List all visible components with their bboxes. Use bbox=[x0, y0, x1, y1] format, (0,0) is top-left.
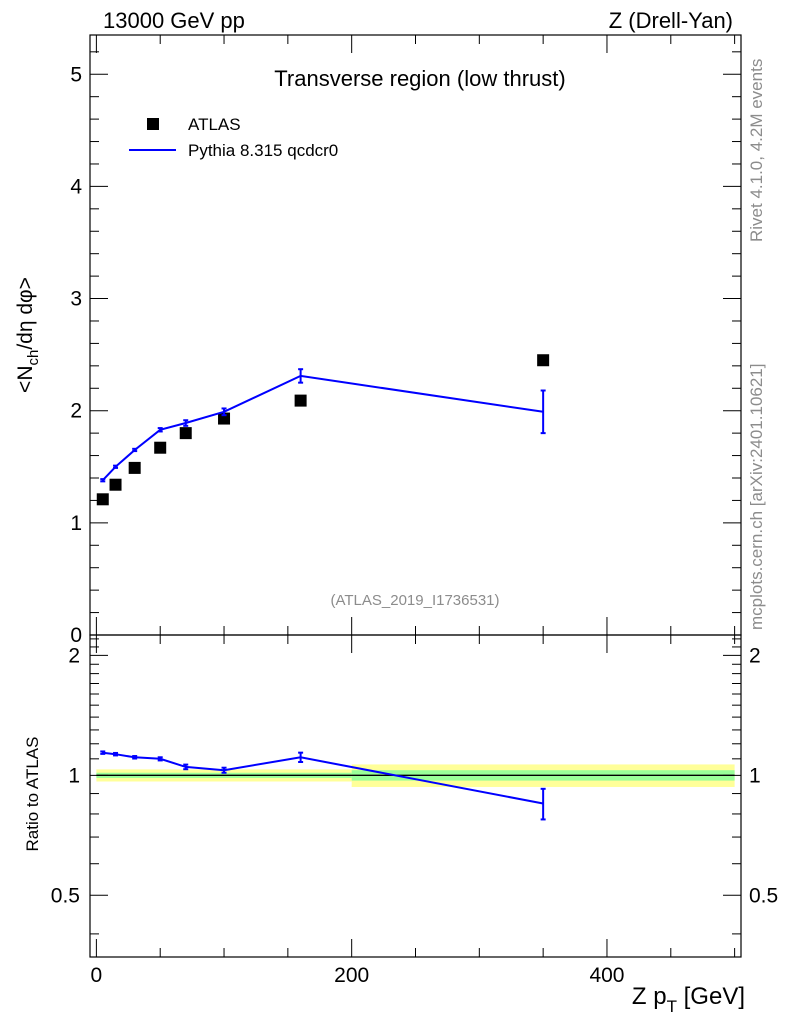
ratio-frame bbox=[89, 634, 742, 958]
header-process: Z (Drell-Yan) bbox=[609, 8, 733, 33]
main-y-axis-label-sub: ch bbox=[25, 350, 42, 366]
x-axis-label-head: Z p bbox=[632, 983, 667, 1010]
ratio-y-tick-label: 1 bbox=[68, 764, 80, 787]
atlas-data-point bbox=[537, 354, 550, 367]
main-y-axis-label-head: <N bbox=[14, 366, 37, 393]
pythia-curve bbox=[102, 374, 544, 481]
atlas-data-point bbox=[179, 427, 192, 440]
ratio-y-tick-label: 2 bbox=[68, 644, 80, 667]
atlas-data-point bbox=[218, 412, 231, 425]
main-y-tick-label: 0 bbox=[70, 624, 82, 647]
atlas-data-point bbox=[294, 394, 307, 407]
ratio-y-tick-label: 0.5 bbox=[51, 884, 80, 907]
ratio-panel: Ratio to ATLAS 0.5 0.5 1 1 2 2 0 200 400 Z pT [G… bbox=[23, 634, 778, 1016]
legend-atlas-label: ATLAS bbox=[188, 115, 241, 134]
ratio-ticks: 0.5 0.5 1 1 2 2 0 200 400 bbox=[51, 635, 778, 987]
atlas-data-point bbox=[128, 461, 141, 474]
legend: ATLAS Pythia 8.315 qcdcr0 bbox=[129, 115, 338, 160]
ratio-series bbox=[100, 750, 546, 821]
main-series bbox=[96, 354, 550, 506]
main-ticks: 0 1 2 3 4 5 bbox=[70, 35, 741, 647]
ratio-y-axis-label: Ratio to ATLAS bbox=[23, 737, 42, 852]
analysis-watermark: (ATLAS_2019_I1736531) bbox=[330, 592, 499, 609]
atlas-data-point bbox=[154, 441, 167, 454]
main-title: Transverse region (low thrust) bbox=[274, 66, 565, 91]
main-y-tick-label: 2 bbox=[70, 400, 82, 423]
x-axis-label-sub: T bbox=[667, 997, 677, 1016]
main-y-tick-label: 3 bbox=[70, 288, 82, 311]
atlas-data-point bbox=[96, 493, 109, 506]
main-y-tick-label: 4 bbox=[70, 175, 82, 198]
x-axis-label-unit: [GeV] bbox=[677, 983, 745, 1010]
rivet-version-label: Rivet 4.1.0, 4.2M events bbox=[747, 59, 766, 242]
ratio-uncertainty-bands bbox=[96, 764, 735, 787]
atlas-data-point bbox=[109, 478, 122, 491]
x-axis-label: Z pT [GeV] bbox=[632, 983, 745, 1016]
x-tick-label: 400 bbox=[589, 964, 624, 987]
ratio-y-tick-label-right: 1 bbox=[749, 764, 761, 787]
main-y-tick-label: 5 bbox=[70, 63, 82, 86]
header-energy: 13000 GeV pp bbox=[103, 8, 245, 33]
main-y-tick-label: 1 bbox=[70, 512, 82, 535]
ratio-pythia-curve bbox=[102, 751, 544, 805]
main-panel: Transverse region (low thrust) (ATLAS_20… bbox=[14, 34, 742, 647]
legend-pythia-label: Pythia 8.315 qcdcr0 bbox=[188, 141, 338, 160]
ratio-y-tick-label-right: 0.5 bbox=[749, 884, 778, 907]
mcplots-reference-label: mcplots.cern.ch [arXiv:2401.10621] bbox=[747, 364, 766, 630]
legend-atlas-marker bbox=[147, 118, 159, 130]
x-tick-label: 0 bbox=[91, 964, 103, 987]
x-tick-label: 200 bbox=[334, 964, 369, 987]
main-y-axis-label: <Nch/dη dφ> bbox=[14, 277, 42, 393]
main-y-axis-label-tail: /dη dφ> bbox=[14, 277, 37, 350]
ratio-y-tick-label-right: 2 bbox=[749, 644, 761, 667]
